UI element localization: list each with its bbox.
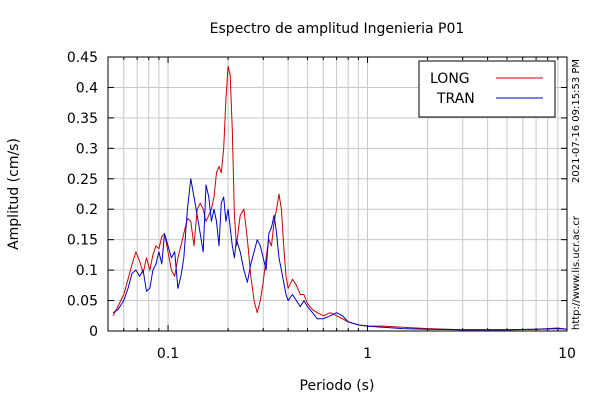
legend-box (418, 60, 556, 118)
x-tick-label: 0.1 (157, 346, 179, 362)
y-tick-label: 0.25 (67, 172, 98, 188)
x-tick-label: 10 (558, 346, 576, 362)
x-axis-label: Periodo (s) (300, 378, 375, 394)
side-annotation-date: 2021-07-16 09:15:53 PM (571, 59, 582, 183)
y-tick-label: 0.1 (76, 263, 98, 279)
grid (108, 57, 567, 331)
y-axis-label: Amplitud (cm/s) (6, 138, 22, 250)
plot-frame (107, 56, 568, 332)
legend-label-tran: TRAN (436, 91, 475, 107)
y-tick-label: 0 (89, 324, 98, 340)
legend: LONG TRAN (418, 60, 556, 118)
y-tick-label: 0.15 (67, 233, 98, 249)
y-tick-label: 0.3 (76, 141, 98, 157)
y-tick-label: 0.2 (76, 202, 98, 218)
y-tick-label: 0.35 (67, 111, 98, 127)
series-layer (112, 65, 568, 331)
axis-ticks: 0 0.05 0.1 0.15 0.2 0.25 0.3 0.35 0.4 0.45 0.1 1 10 (67, 50, 576, 362)
y-tick-label: 0.45 (67, 50, 98, 66)
x-tick-label: 1 (363, 346, 372, 362)
y-tick-label: 0.05 (67, 294, 98, 310)
chart-title: Espectro de amplitud Ingenieria P01 (210, 21, 465, 37)
legend-label-long: LONG (430, 71, 470, 87)
y-tick-label: 0.4 (76, 80, 98, 96)
series-line-tran (112, 178, 568, 331)
side-annotation-url: http://www.lis.ucr.ac.cr (571, 215, 582, 330)
